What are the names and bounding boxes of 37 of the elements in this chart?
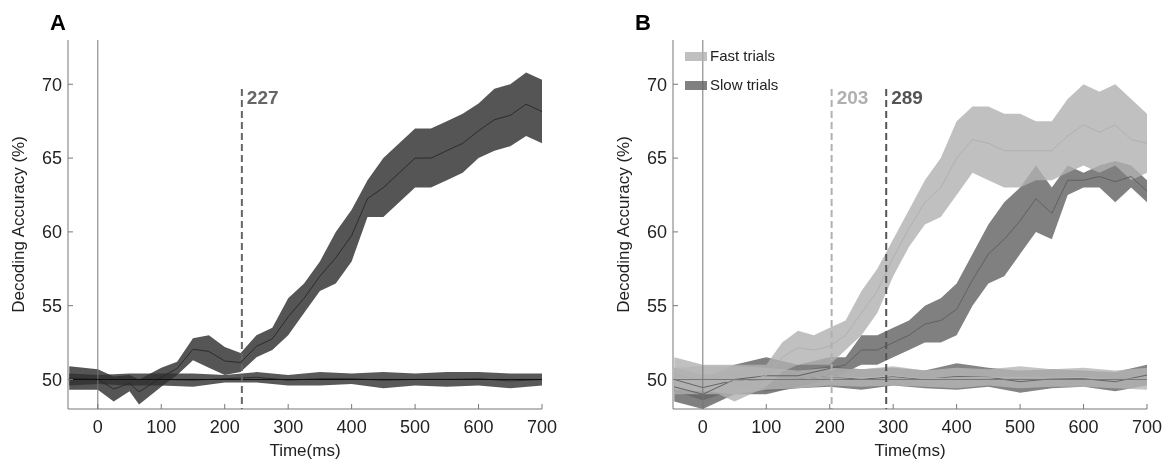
x-tick-label: 400: [941, 417, 972, 437]
y-tick-label: 50: [41, 369, 62, 390]
y-tick-label: 55: [41, 295, 62, 316]
y-tick-label: 65: [646, 148, 667, 169]
y-tick-label: 70: [646, 74, 667, 95]
x-tick-label: 500: [400, 417, 431, 437]
legend-label: Slow trials: [710, 76, 779, 94]
x-tick-label: 0: [697, 417, 708, 437]
x-axis-title: Time(ms): [269, 441, 341, 460]
x-tick-label: 600: [463, 417, 494, 437]
ref-line-label: 289: [891, 87, 923, 108]
y-tick-label: 70: [41, 74, 62, 95]
x-tick-label: 200: [209, 417, 240, 437]
y-axis-title: Decoding Accuracy (%): [9, 136, 28, 313]
x-tick-label: 300: [878, 417, 909, 437]
x-axis-title: Time(ms): [874, 441, 946, 460]
x-tick-label: 600: [1068, 417, 1099, 437]
y-tick-label: 60: [646, 222, 667, 243]
x-tick-label: 700: [1131, 417, 1163, 437]
x-tick-label: 500: [1005, 417, 1036, 437]
ref-line-label: 227: [246, 87, 279, 108]
x-tick-label: 100: [751, 417, 782, 437]
ref-line-label: 203: [836, 87, 869, 108]
x-tick-label: 200: [814, 417, 845, 437]
y-tick-label: 60: [41, 222, 62, 243]
y-tick-label: 50: [646, 369, 667, 390]
x-tick-label: 0: [92, 417, 103, 437]
x-tick-label: 300: [273, 417, 304, 437]
y-tick-label: 65: [41, 148, 62, 169]
y-axis-title: Decoding Accuracy (%): [614, 136, 633, 313]
legend-label: Fast trials: [710, 47, 776, 65]
x-tick-label: 700: [526, 417, 558, 437]
chart-title: B: [635, 10, 651, 35]
x-tick-label: 400: [336, 417, 367, 437]
y-tick-label: 55: [646, 295, 667, 316]
chart-title: A: [50, 10, 66, 35]
x-tick-label: 100: [146, 417, 177, 437]
